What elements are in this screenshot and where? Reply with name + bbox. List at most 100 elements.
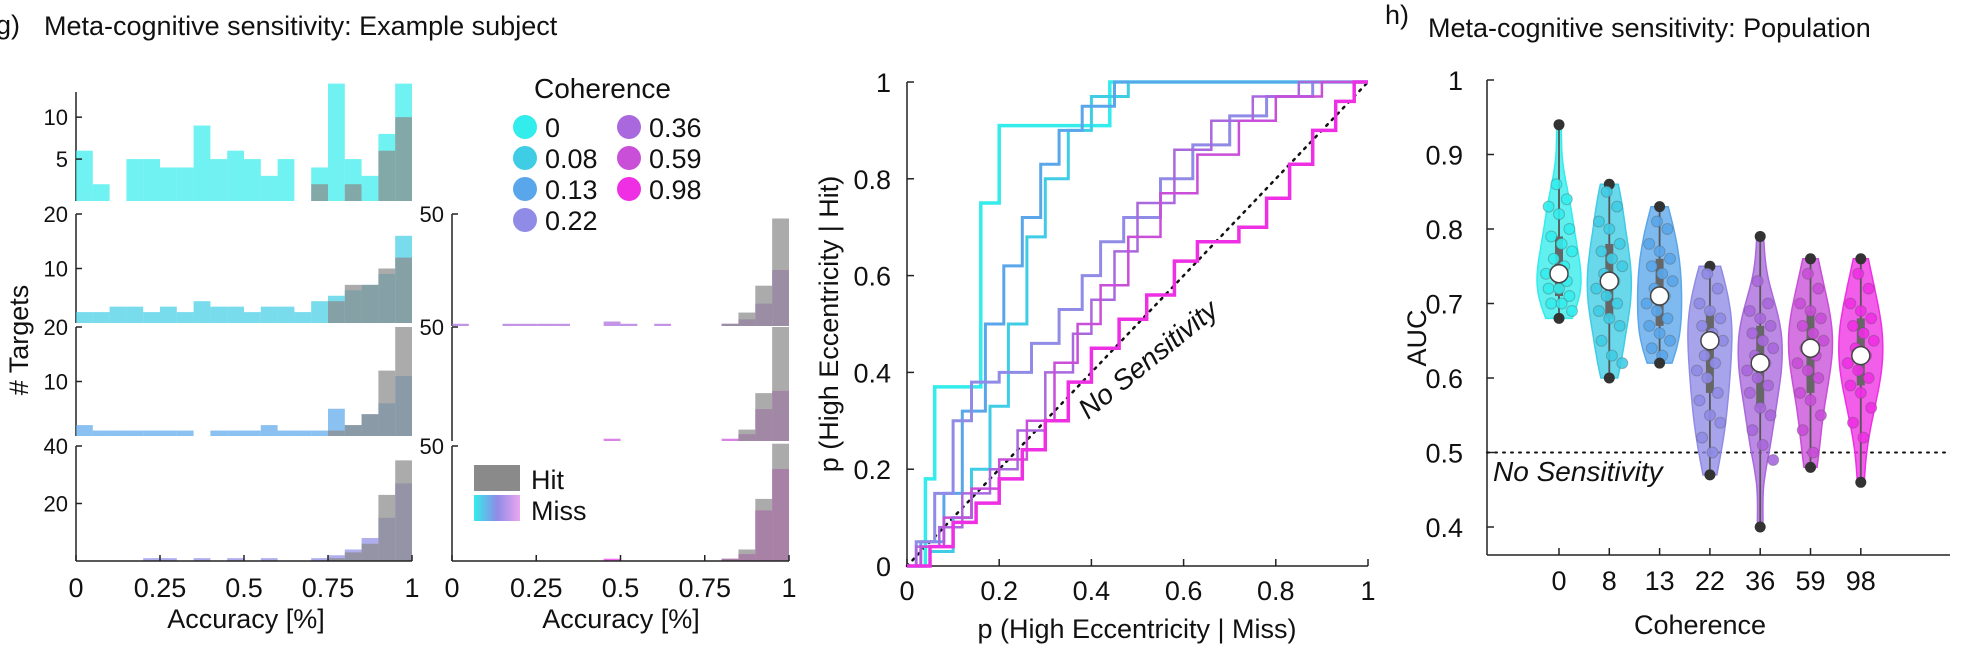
violin-point: [1605, 252, 1618, 265]
histogram-miss-bar: [193, 125, 211, 201]
histogram-miss-bar: [654, 323, 672, 326]
histogram-hit-bar: [395, 327, 412, 436]
violin-point: [1805, 461, 1816, 473]
histogram-miss-bar: [176, 312, 194, 323]
violin-point: [1603, 223, 1616, 235]
violin-point: [1709, 357, 1722, 370]
histogram-x-tick-label: 0.25: [134, 573, 187, 603]
histogram-y-tick-label: 50: [420, 202, 444, 227]
violin-point: [1741, 364, 1754, 377]
histogram-hit-bar: [755, 498, 773, 561]
violin-point: [1746, 424, 1759, 437]
violin-x-tick-label: 36: [1745, 566, 1775, 596]
histogram-hit-bar: [738, 429, 756, 441]
hit-label: Hit: [531, 465, 564, 495]
histogram-miss-bar: [311, 558, 328, 561]
histogram-hit-bar: [772, 443, 789, 561]
legend-label: 0.59: [649, 144, 702, 174]
histogram-hit-bar: [344, 184, 362, 201]
violin-point: [1791, 357, 1804, 370]
violin-point: [1696, 319, 1709, 332]
roc-y-tick-label: 0: [876, 552, 891, 582]
violin-point: [1613, 237, 1626, 250]
violin-point: [1767, 453, 1780, 466]
histogram-miss-bar: [519, 323, 537, 326]
roc-y-tick-label: 0.2: [853, 455, 891, 485]
violin-point: [1756, 334, 1769, 347]
violin-point: [1796, 424, 1809, 437]
histogram-hit-bar: [738, 312, 756, 326]
violin-point: [1664, 252, 1676, 265]
histogram-hit-bar: [755, 285, 773, 326]
histogram-miss-bar: [160, 167, 177, 201]
legend-swatch: [513, 177, 537, 201]
miss-swatch: [474, 495, 520, 521]
histogram-miss-bar: [603, 558, 621, 561]
histogram-miss-bar: [160, 558, 177, 561]
hit-swatch: [474, 465, 520, 491]
legend-label: 0.22: [545, 206, 598, 236]
histogram-hit-bar: [738, 549, 756, 561]
histogram-hit-bar: [395, 257, 412, 323]
violin-point: [1653, 245, 1666, 258]
histogram-miss-bar: [277, 306, 295, 323]
histogram-miss-bar: [361, 175, 379, 201]
histogram-y-tick-label: 50: [420, 315, 444, 340]
roc-curve-0.98: [907, 80, 1368, 568]
histogram-miss-bar: [126, 306, 144, 323]
histogram-x-tick-label: 0: [68, 573, 83, 603]
violin-point: [1595, 334, 1608, 347]
violin-point: [1865, 312, 1878, 325]
violin-point: [1555, 237, 1568, 250]
right-histograms: 50 50 50 0 0.25 0.5 0.75 1: [420, 202, 797, 603]
histogram-miss-bar: [109, 430, 127, 436]
violin-point: [1592, 304, 1605, 317]
histogram-miss-bar: [536, 323, 554, 326]
histogram-ylabel: # Targets: [4, 285, 34, 396]
histogram-miss-bar: [143, 312, 160, 323]
legend-swatch: [617, 146, 641, 170]
panel-h-title: Meta-cognitive sensitivity: Population: [1428, 13, 1871, 43]
panel-h-letter: h): [1385, 0, 1409, 30]
violin-point: [1812, 282, 1825, 295]
histogram-miss-bar: [620, 323, 638, 326]
violin-x-tick-label: 22: [1695, 566, 1725, 596]
histogram-miss-bar: [452, 323, 469, 326]
violin-point: [1560, 193, 1573, 206]
histogram-miss-bar: [311, 301, 328, 323]
histogram-hit-bar: [328, 430, 345, 436]
violin-point: [1754, 521, 1766, 533]
histogram-miss-bar: [160, 306, 177, 323]
violin-point: [1855, 253, 1867, 265]
violin-point: [1852, 364, 1865, 377]
violin-point: [1852, 267, 1865, 280]
histogram-x-tick-label: 0: [444, 573, 459, 603]
histogram-miss-bar: [176, 167, 194, 201]
histogram-miss-bar: [311, 430, 328, 436]
legend-label: 0.13: [545, 175, 598, 205]
violin-point: [1553, 312, 1565, 324]
violin-point: [1693, 297, 1706, 310]
histogram-hit-bar: [378, 370, 396, 436]
histogram-y-tick-label: 20: [44, 492, 68, 517]
histogram-hit-bar: [395, 117, 412, 201]
histogram-miss-bar: [328, 408, 345, 436]
histogram-miss-bar: [210, 430, 228, 436]
histogram-x-tick-label: 1: [781, 573, 796, 603]
histogram-miss-bar: [92, 312, 110, 323]
histogram-hit-bar: [361, 543, 379, 561]
violin-point: [1857, 431, 1870, 444]
violin-point: [1654, 201, 1666, 213]
violin-point: [1664, 334, 1676, 347]
histogram-hit-bar: [772, 218, 789, 326]
violin-point: [1595, 245, 1608, 258]
histogram-miss-bar: [294, 430, 312, 436]
violin-point: [1801, 364, 1814, 377]
violin-point: [1814, 312, 1827, 325]
violin-median: [1599, 271, 1620, 291]
violin-point: [1751, 372, 1764, 384]
violin-point: [1844, 379, 1857, 392]
violin-point: [1764, 319, 1777, 332]
roc-plot: p (High Eccentricity | Miss) p (High Ecc…: [814, 68, 1376, 644]
roc-chance-diagonal: [905, 80, 1370, 568]
